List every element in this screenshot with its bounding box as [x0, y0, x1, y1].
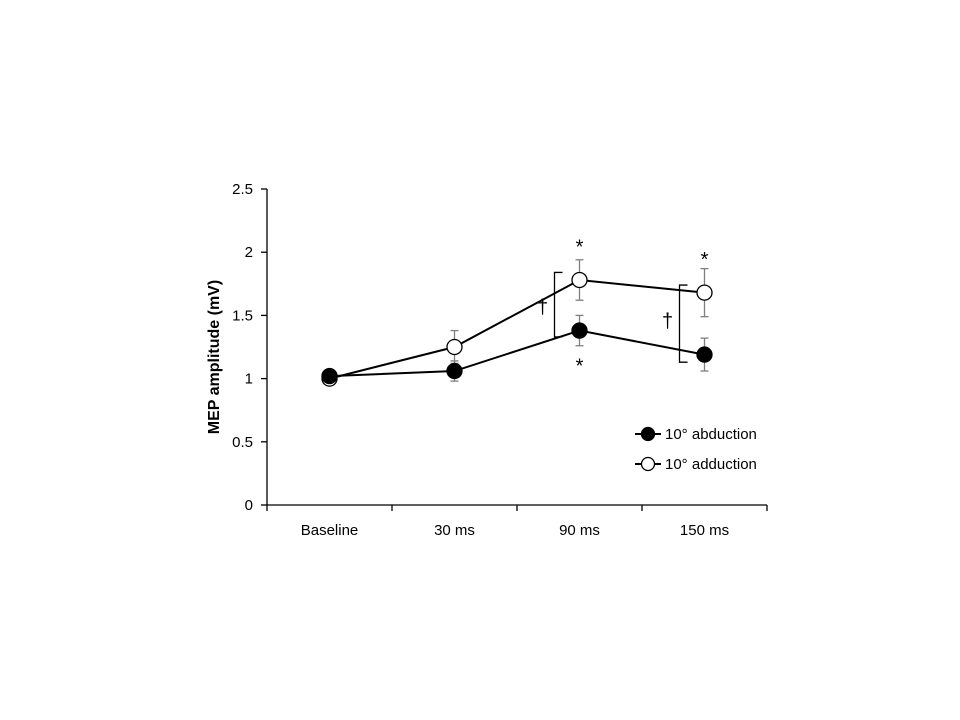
legend-marker	[640, 426, 656, 442]
data-point	[446, 362, 463, 380]
series-line	[329, 278, 705, 380]
series-abduction	[321, 314, 713, 385]
significance-asterisk: *	[576, 237, 584, 259]
series-line	[329, 329, 705, 378]
series-adduction	[321, 259, 713, 387]
y-tick-label: 2.5	[232, 181, 253, 198]
data-point	[571, 322, 588, 339]
significance-asterisk: *	[701, 249, 709, 271]
y-tick-labels: 0 0.5 1 1.5 2 2.5	[232, 181, 253, 514]
annotation-layer: * * * † †	[537, 237, 709, 378]
significance-bracket	[678, 284, 688, 363]
legend-marker	[640, 456, 656, 472]
y-tick-label: 0.5	[232, 434, 253, 451]
legend-label: 10° abduction	[665, 426, 757, 443]
legend-label: 10° adduction	[665, 456, 757, 473]
legend: 10° abduction 10° adduction	[635, 426, 757, 473]
legend-item: 10° adduction	[635, 456, 757, 473]
data-point	[696, 284, 713, 301]
data-point	[696, 346, 713, 363]
axes	[261, 188, 768, 511]
x-tick-label: Baseline	[301, 522, 359, 539]
x-tick-label: 30 ms	[434, 522, 475, 539]
x-tick-label: 150 ms	[680, 522, 729, 539]
y-tick-label: 2	[245, 244, 253, 261]
data-point	[571, 271, 588, 289]
legend-item: 10° abduction	[635, 426, 757, 443]
x-tick-labels: Baseline 30 ms 90 ms 150 ms	[301, 522, 729, 539]
y-axis-title: MEP amplitude (mV)	[206, 280, 223, 434]
data-point	[321, 367, 338, 385]
y-tick-label: 1.5	[232, 307, 253, 324]
significance-asterisk: *	[576, 355, 584, 377]
significance-bracket	[553, 271, 563, 338]
significance-dagger: †	[662, 310, 673, 332]
y-tick-label: 0	[245, 497, 253, 514]
significance-dagger: †	[537, 297, 548, 319]
data-point	[446, 338, 463, 356]
y-tick-label: 1	[245, 371, 253, 388]
x-tick-label: 90 ms	[559, 522, 600, 539]
series-layer	[321, 259, 713, 387]
